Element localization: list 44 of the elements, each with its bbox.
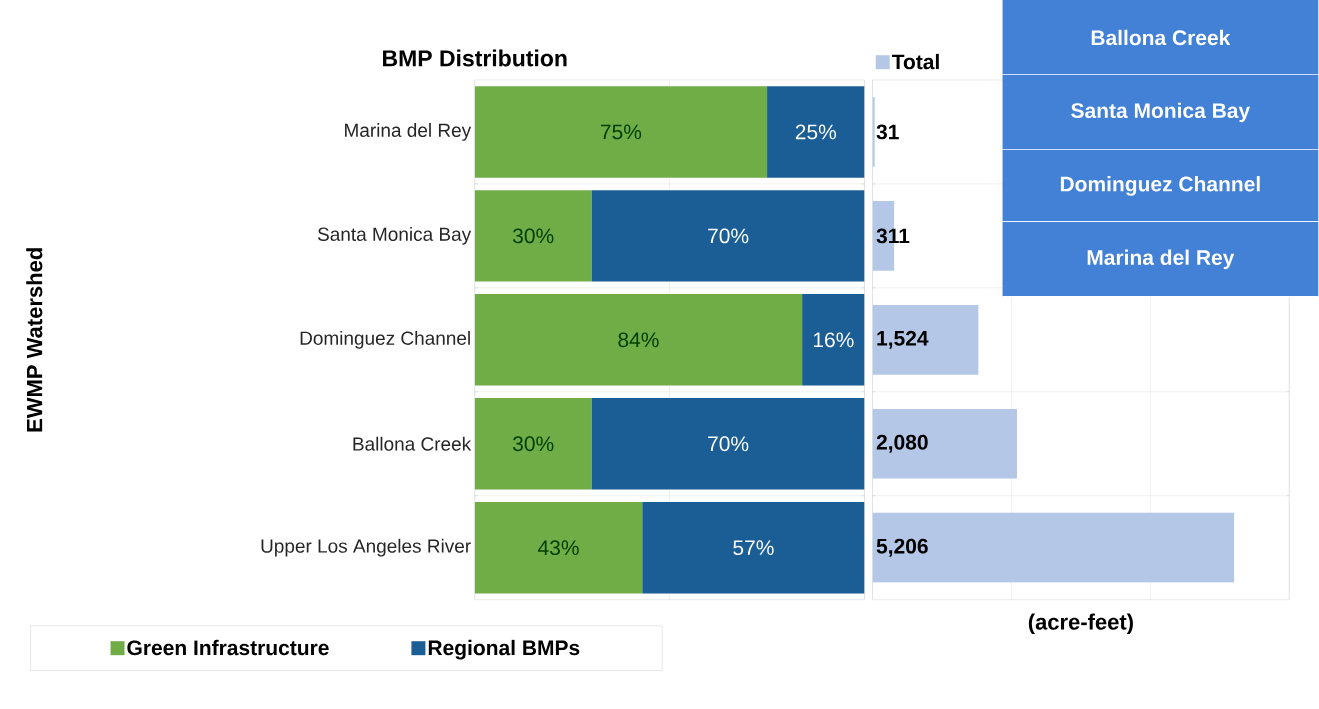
data-label: 2,080 — [876, 435, 928, 453]
legend-label: Regional BMPs — [428, 640, 580, 660]
bar — [591, 190, 865, 282]
y-tick-label: Upper Los Angeles River — [261, 539, 471, 557]
bar — [474, 190, 592, 282]
y-tick-label: Marina del Rey — [345, 123, 472, 141]
data-label: 70% — [708, 436, 749, 452]
legend-label: Total — [891, 54, 939, 70]
bar — [474, 502, 643, 594]
data-label: 30% — [512, 436, 554, 452]
data-label: 16% — [813, 332, 854, 348]
bar — [591, 398, 865, 490]
text: Ballona Creek — [1091, 29, 1231, 46]
data-label: 84% — [618, 332, 659, 348]
data-label: 57% — [733, 540, 774, 556]
y-axis-title: EWMP Watershed — [26, 248, 43, 432]
y-tick-label: Santa Monica Bay — [317, 227, 472, 245]
bar — [474, 398, 592, 490]
data-label: 43% — [538, 540, 579, 556]
data-label: 75% — [600, 124, 642, 140]
chart-title: BMP Distribution — [383, 49, 567, 67]
bar — [474, 294, 803, 386]
bar — [872, 513, 1235, 583]
bar — [872, 305, 979, 375]
data-label: 30% — [512, 228, 554, 244]
bar — [802, 294, 865, 386]
annotation: Marina del Rey — [1087, 249, 1235, 270]
data-label: 311 — [876, 228, 910, 244]
bar — [767, 86, 865, 178]
bar — [474, 86, 768, 178]
y-tick-label: Ballona Creek — [353, 436, 472, 451]
x-axis-title: (acre-feet) — [1028, 613, 1133, 635]
data-label: 25% — [795, 124, 837, 140]
bar — [872, 409, 1017, 479]
annotation: Dominguez Channel — [1060, 176, 1260, 196]
data-label: 31 — [876, 124, 899, 140]
y-tick-label: Dominguez Channel — [300, 331, 470, 349]
data-label: 5,206 — [876, 538, 928, 557]
bar — [642, 502, 865, 594]
annotation: Santa Monica Bay — [1071, 102, 1251, 123]
data-label: 1,524 — [877, 331, 929, 349]
bar — [872, 97, 875, 167]
data-label: 70% — [708, 228, 749, 244]
legend-label: Green Infrastructure — [127, 640, 329, 656]
